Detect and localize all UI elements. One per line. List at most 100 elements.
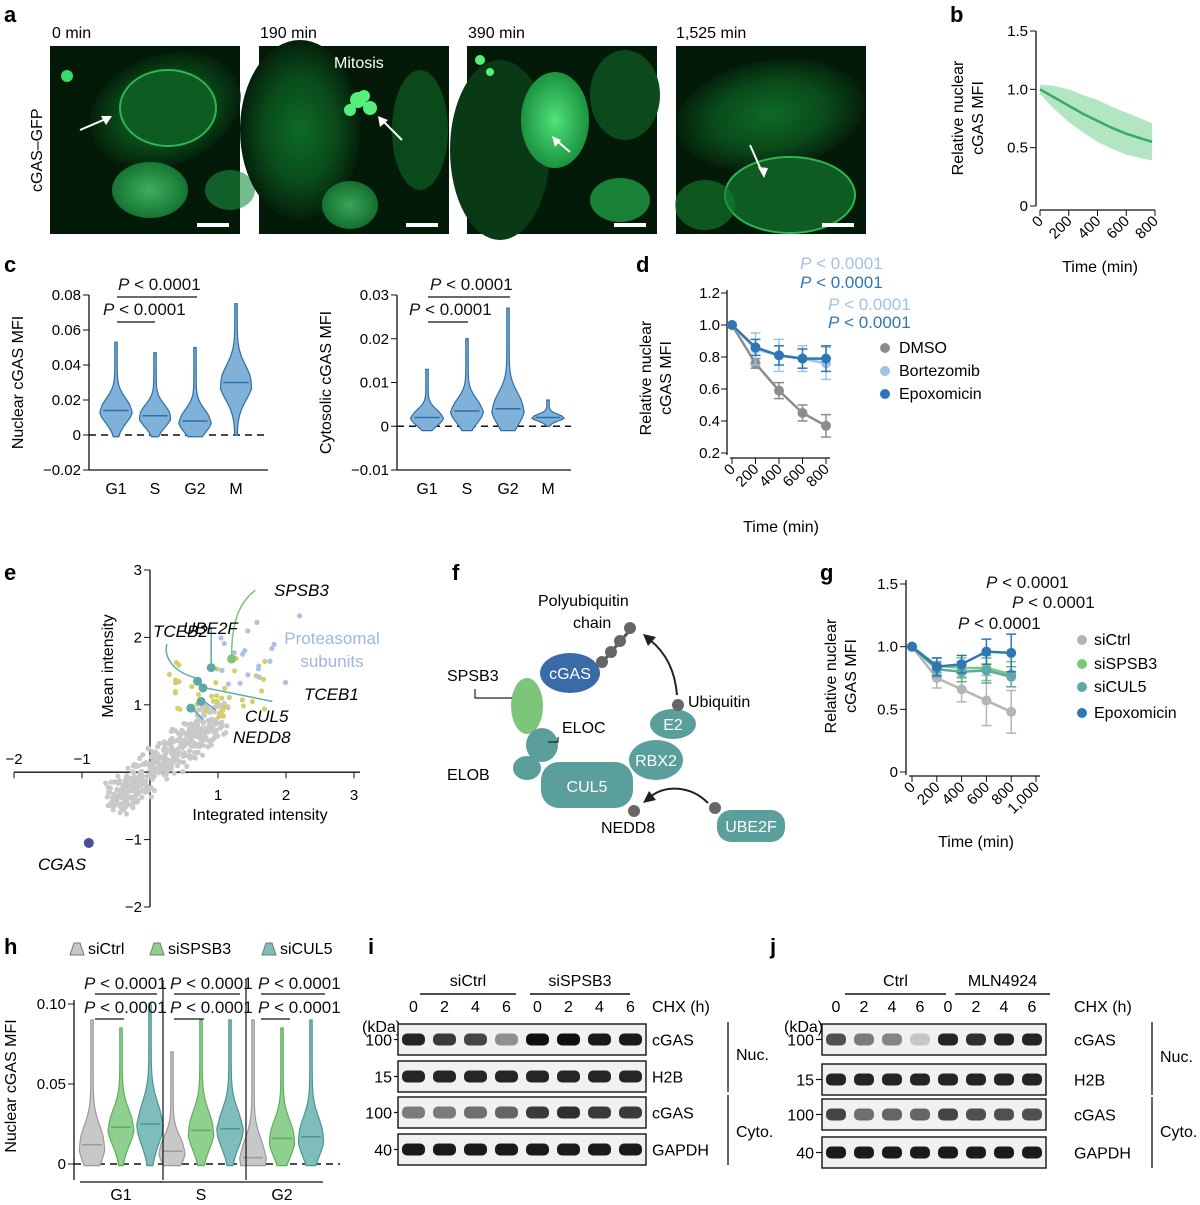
blot-band [402,1106,425,1119]
violin [178,346,212,438]
gene-label: TCEB2 [153,622,208,641]
x-tick-label: 200 [914,779,944,809]
protein-point [117,778,123,784]
blot-band [854,1073,874,1086]
lane-label: 4 [471,999,480,1016]
protein-point [146,762,153,769]
violin [187,1019,215,1167]
y-tick-label: 0.6 [699,381,720,398]
p-value-label: P < 0.0001 [958,614,1041,633]
blot-band [854,1033,874,1046]
gene-label: CUL5 [245,707,289,726]
blot-band [557,1106,580,1119]
protein-point [105,789,112,795]
protein-point [211,718,218,724]
blot-group-label: Ctrl [883,973,908,990]
x-axis-label: Time (min) [743,519,819,536]
blot-band [588,1070,611,1083]
x-tick-label: G1 [110,1187,131,1204]
legend-label: siCUL5 [280,941,333,958]
y-axis-label-line1: Relative nuclear [823,618,840,733]
p-value-label: P < 0.0001 [84,998,167,1017]
blot-band [882,1033,902,1046]
protein-point [187,753,194,759]
p-value-label: P < 0.0001 [170,998,253,1017]
protein-point [194,731,200,737]
protein-point [161,739,167,745]
blot-band [994,1073,1014,1086]
legend-marker [149,942,165,956]
label-leader [203,700,217,711]
y-tick-label: 0.5 [877,701,898,718]
y-axis-label-line1: Relative nuclear [638,320,655,435]
rbx2-node [629,740,683,780]
legend-label: Epoxomicin [1094,705,1177,722]
protein-point [118,801,124,808]
p-value-label: P < 0.0001 [828,313,911,332]
fraction-label: Nuc. [1160,1049,1193,1066]
y-axis-label-line2: cGAS MFI [658,341,675,415]
protein-point [180,730,186,736]
p-value-label: P < 0.0001 [828,295,911,314]
protein-point [160,760,166,766]
protein-point [226,694,232,701]
y-axis-label: Cytosolic cGAS MFI [318,311,335,454]
row-label: cGAS–GFP [29,108,46,192]
chart-d: 0.20.40.60.81.01.20200400600800Relative … [638,254,982,536]
x-tick-label: 800 [1132,213,1162,243]
protein-point [173,753,179,760]
protein-point [249,699,256,705]
series-line [1039,88,1153,144]
panel-letter-e: e [4,560,16,585]
protein-point [200,752,206,758]
violin [78,1019,106,1167]
proteasome-point [255,666,262,672]
hit-point [186,703,196,713]
protein-point [164,771,170,777]
panel-letter-j: j [769,934,776,959]
x-tick-label: S [196,1187,207,1204]
protein-point [240,703,247,709]
y-tick-label: 2 [134,629,142,646]
blot-band [402,1143,425,1156]
protein-point [115,773,121,779]
y-tick-label: 1.5 [1007,23,1028,40]
blot-band [854,1108,874,1121]
p-value-label: P < 0.0001 [103,300,186,319]
protein-point [224,723,230,729]
legend-marker [69,942,85,956]
protein-point [196,691,202,698]
gene-label: UBE2F [183,619,239,638]
protein-point [184,733,190,739]
lane-label: 6 [916,999,925,1016]
legend-label: Bortezomib [899,363,980,380]
proteasome-point [218,635,224,641]
spsb3-label: SPSB3 [447,668,499,685]
lane-label: 2 [860,999,869,1016]
chain-label: chain [573,615,611,632]
gene-label: SPSB3 [274,581,329,600]
blot-band [464,1106,487,1119]
protein-point [197,726,203,732]
blot-band [994,1033,1014,1046]
p-value-label: P < 0.0001 [986,573,1069,592]
y-axis-label-line2: cGAS MFI [843,639,860,713]
lane-label: 6 [502,999,511,1016]
x-tick-label: S [150,481,161,498]
x-tick-label: 800 [803,461,833,491]
violin [491,307,525,432]
protein-point [259,688,265,694]
protein-point [158,754,164,760]
micrograph-2: Mitosis [240,40,449,234]
protein-point [217,725,223,731]
protein-point [139,777,146,784]
data-point [821,420,831,431]
protein-point [108,779,114,785]
protein-point [181,759,187,765]
lane-label: 4 [888,999,897,1016]
protein-point [201,712,207,719]
x-tick-label: G1 [105,481,126,498]
mw-marker: 100 [365,1033,392,1050]
e2-label: E2 [663,717,683,734]
